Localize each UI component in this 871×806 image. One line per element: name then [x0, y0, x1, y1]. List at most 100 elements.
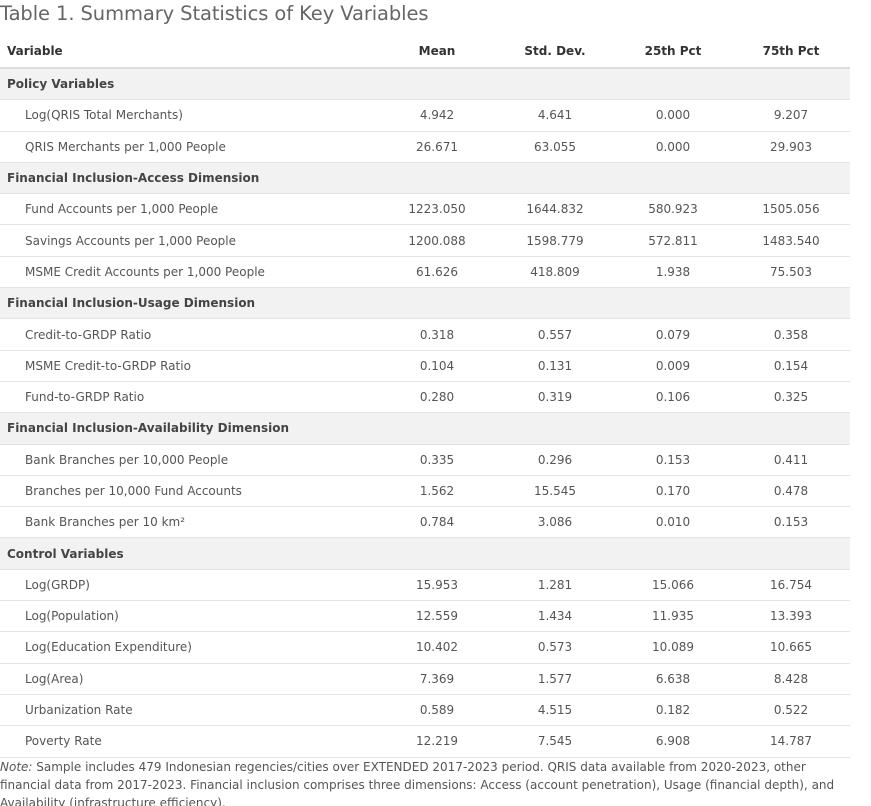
cell-75th-pct: 1505.056: [732, 193, 850, 226]
section-title: Policy Variables: [0, 68, 850, 101]
column-header-25th-pct: 25th Pct: [614, 35, 732, 69]
section-header-row: Financial Inclusion-Access Dimension: [0, 162, 850, 195]
cell-75th-pct: 16.754: [732, 569, 850, 602]
cell-75th-pct: 1483.540: [732, 224, 850, 257]
cell-75th-pct: 14.787: [732, 725, 850, 758]
cell-std-dev: 1.434: [496, 600, 614, 633]
cell-variable: Log(Area): [0, 663, 378, 695]
cell-std-dev: 63.055: [496, 131, 614, 163]
cell-variable: Branches per 10,000 Fund Accounts: [0, 475, 378, 508]
cell-75th-pct: 9.207: [732, 99, 850, 132]
cell-25th-pct: 0.182: [614, 694, 732, 727]
cell-mean: 12.559: [378, 600, 496, 633]
cell-std-dev: 0.319: [496, 381, 614, 414]
cell-std-dev: 3.086: [496, 506, 614, 539]
table-body: Policy Variables Log(QRIS Total Merchants…: [0, 68, 850, 758]
table-row: Fund-to-GRDP Ratio 0.280 0.319 0.106 0.325: [0, 381, 850, 414]
column-header-75th-pct: 75th Pct: [732, 35, 850, 69]
cell-std-dev: 0.131: [496, 350, 614, 382]
cell-25th-pct: 0.010: [614, 506, 732, 539]
section-header-row: Financial Inclusion-Usage Dimension: [0, 287, 850, 320]
cell-25th-pct: 6.638: [614, 663, 732, 695]
cell-75th-pct: 0.154: [732, 350, 850, 382]
table-row: QRIS Merchants per 1,000 People 26.671 63.…: [0, 131, 850, 163]
cell-75th-pct: 29.903: [732, 131, 850, 163]
cell-25th-pct: 572.811: [614, 224, 732, 257]
cell-variable: MSME Credit Accounts per 1,000 People: [0, 256, 378, 289]
table-row: Log(QRIS Total Merchants) 4.942 4.641 0.000…: [0, 99, 850, 132]
note-text: Sample includes 479 Indonesian regencies…: [0, 760, 835, 806]
cell-mean: 26.671: [378, 131, 496, 163]
cell-std-dev: 1.281: [496, 569, 614, 602]
header-row: Variable Mean Std. Dev. 25th Pct 75th Pc…: [0, 35, 850, 69]
cell-variable: QRIS Merchants per 1,000 People: [0, 131, 378, 163]
cell-25th-pct: 0.009: [614, 350, 732, 382]
cell-variable: Savings Accounts per 1,000 People: [0, 224, 378, 257]
cell-std-dev: 0.296: [496, 444, 614, 476]
cell-75th-pct: 0.325: [732, 381, 850, 414]
cell-mean: 10.402: [378, 631, 496, 664]
section-title: Financial Inclusion-Access Dimension: [0, 162, 850, 195]
table-row: Bank Branches per 10,000 People 0.335 0.29…: [0, 444, 850, 476]
cell-25th-pct: 0.000: [614, 99, 732, 132]
cell-75th-pct: 0.522: [732, 694, 850, 727]
table-row: MSME Credit-to-GRDP Ratio 0.104 0.131 0.009…: [0, 350, 850, 382]
cell-mean: 0.784: [378, 506, 496, 539]
cell-std-dev: 4.515: [496, 694, 614, 727]
cell-25th-pct: 11.935: [614, 600, 732, 633]
cell-variable: Credit-to-GRDP Ratio: [0, 318, 378, 351]
table-row: Poverty Rate 12.219 7.545 6.908 14.787: [0, 725, 850, 758]
cell-25th-pct: 0.079: [614, 318, 732, 351]
cell-75th-pct: 10.665: [732, 631, 850, 664]
cell-std-dev: 1.577: [496, 663, 614, 695]
cell-75th-pct: 0.358: [732, 318, 850, 351]
section-title: Control Variables: [0, 537, 850, 570]
cell-variable: Fund-to-GRDP Ratio: [0, 381, 378, 414]
table-row: Log(Population) 12.559 1.434 11.935 13.393: [0, 600, 850, 633]
table-row: Fund Accounts per 1,000 People 1223.050 16…: [0, 193, 850, 226]
cell-25th-pct: 0.000: [614, 131, 732, 163]
cell-25th-pct: 580.923: [614, 193, 732, 226]
cell-25th-pct: 1.938: [614, 256, 732, 289]
cell-std-dev: 0.573: [496, 631, 614, 664]
table-row: Log(GRDP) 15.953 1.281 15.066 16.754: [0, 569, 850, 602]
table-row: Log(Area) 7.369 1.577 6.638 8.428: [0, 663, 850, 695]
section-header-row: Policy Variables: [0, 68, 850, 101]
cell-mean: 7.369: [378, 663, 496, 695]
cell-mean: 0.589: [378, 694, 496, 727]
table-row: Branches per 10,000 Fund Accounts 1.562 15…: [0, 475, 850, 508]
cell-variable: MSME Credit-to-GRDP Ratio: [0, 350, 378, 382]
cell-std-dev: 1644.832: [496, 193, 614, 226]
cell-mean: 15.953: [378, 569, 496, 602]
table-row: Urbanization Rate 0.589 4.515 0.182 0.522: [0, 694, 850, 727]
cell-25th-pct: 0.153: [614, 444, 732, 476]
cell-std-dev: 15.545: [496, 475, 614, 508]
cell-std-dev: 4.641: [496, 99, 614, 132]
cell-variable: Log(Education Expenditure): [0, 631, 378, 664]
cell-std-dev: 418.809: [496, 256, 614, 289]
column-header-std-dev: Std. Dev.: [496, 35, 614, 69]
cell-75th-pct: 0.153: [732, 506, 850, 539]
section-header-row: Financial Inclusion-Availability Dimensi…: [0, 412, 850, 445]
cell-25th-pct: 0.170: [614, 475, 732, 508]
table-row: Bank Branches per 10 km² 0.784 3.086 0.010 0…: [0, 506, 850, 539]
section-header-row: Control Variables: [0, 537, 850, 570]
cell-mean: 61.626: [378, 256, 496, 289]
table-header: Variable Mean Std. Dev. 25th Pct 75th Pc…: [0, 35, 850, 69]
cell-variable: Log(QRIS Total Merchants): [0, 99, 378, 132]
table-note: Note: Sample includes 479 Indonesian reg…: [0, 758, 858, 806]
cell-25th-pct: 0.106: [614, 381, 732, 414]
cell-75th-pct: 13.393: [732, 600, 850, 633]
cell-25th-pct: 15.066: [614, 569, 732, 602]
summary-statistics-table: Variable Mean Std. Dev. 25th Pct 75th Pc…: [0, 35, 850, 758]
cell-variable: Poverty Rate: [0, 725, 378, 758]
cell-variable: Urbanization Rate: [0, 694, 378, 727]
cell-variable: Log(Population): [0, 600, 378, 633]
table-row: Log(Education Expenditure) 10.402 0.573 10.…: [0, 631, 850, 664]
table-row: Savings Accounts per 1,000 People 1200.08…: [0, 224, 850, 257]
cell-variable: Bank Branches per 10 km²: [0, 506, 378, 539]
cell-75th-pct: 0.411: [732, 444, 850, 476]
column-header-mean: Mean: [378, 35, 496, 69]
column-header-variable: Variable: [0, 35, 378, 69]
cell-variable: Fund Accounts per 1,000 People: [0, 193, 378, 226]
